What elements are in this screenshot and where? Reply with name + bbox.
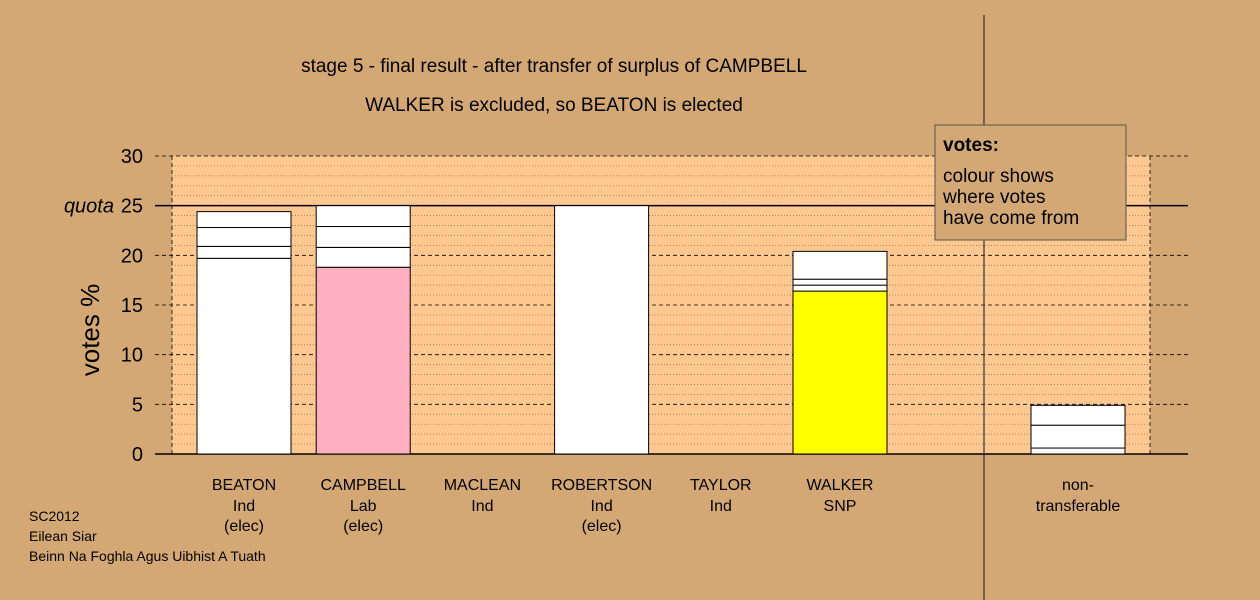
candidate-party: Ind [471, 498, 493, 515]
candidate-status: (elec) [224, 518, 264, 535]
candidate-party: Ind [710, 498, 732, 515]
y-tick-label: 20 [121, 245, 143, 267]
legend-text: colour shows [943, 166, 1054, 187]
candidate-party: Ind [590, 498, 612, 515]
y-tick-label: 5 [132, 394, 143, 416]
chart-subtitle: WALKER is excluded, so BEATON is elected [365, 95, 743, 116]
footer-election: SC2012 [29, 508, 80, 524]
candidate-status: (elec) [582, 518, 622, 535]
bar-campbell-segment [315, 205, 411, 228]
y-tick-label: 15 [121, 295, 143, 317]
nontransferable-label: transferable [1036, 498, 1121, 515]
bar-campbell-segment [315, 226, 411, 248]
y-tick-label: 30 [121, 146, 143, 168]
bar-beaton-segment [196, 227, 292, 247]
bar-walker-segment [792, 290, 888, 455]
bar-nontransferable-segment [1030, 424, 1126, 449]
candidate-name: CAMPBELL [321, 477, 406, 494]
y-tick-label: 10 [121, 345, 143, 367]
y-tick-label: 25 [121, 196, 143, 218]
footer-council: Eilean Siar [29, 528, 97, 544]
candidate-party: SNP [824, 498, 857, 515]
bar-campbell-segment [315, 246, 411, 268]
bar-campbell-segment [315, 266, 411, 455]
legend-text: where votes [942, 187, 1045, 208]
bar-robertson-segment [554, 205, 650, 455]
candidate-name: ROBERTSON [551, 477, 652, 494]
y-tick-label: 0 [132, 444, 143, 466]
bar-beaton-segment [196, 257, 292, 455]
quota-label: quota [64, 196, 114, 218]
candidate-name: MACLEAN [444, 477, 521, 494]
legend-box [934, 124, 1127, 241]
footer-ward: Beinn Na Foghla Agus Uibhist A Tuath [29, 548, 266, 564]
bar-nontransferable-segment [1030, 404, 1126, 426]
bar-walker-segment [792, 278, 888, 286]
chart-title: stage 5 - final result - after transfer … [301, 56, 807, 77]
nontransferable-label: non- [1062, 477, 1094, 494]
bar-beaton-segment [196, 245, 292, 259]
candidate-name: TAYLOR [690, 477, 752, 494]
candidate-name: WALKER [807, 477, 874, 494]
bar-walker-segment [792, 284, 888, 292]
candidate-status: (elec) [343, 518, 383, 535]
legend-title: votes: [943, 135, 999, 156]
bar-walker-segment [792, 250, 888, 280]
bar-nontransferable-segment [1030, 447, 1126, 455]
y-axis-label: votes % [75, 284, 105, 377]
footer: SC2012 Eilean Siar Beinn Na Foghla Agus … [29, 506, 266, 566]
candidate-party: Lab [350, 498, 377, 515]
legend-text: have come from [943, 208, 1079, 229]
candidate-party: Ind [233, 498, 255, 515]
bar-beaton-segment [196, 211, 292, 229]
candidate-name: BEATON [212, 477, 276, 494]
